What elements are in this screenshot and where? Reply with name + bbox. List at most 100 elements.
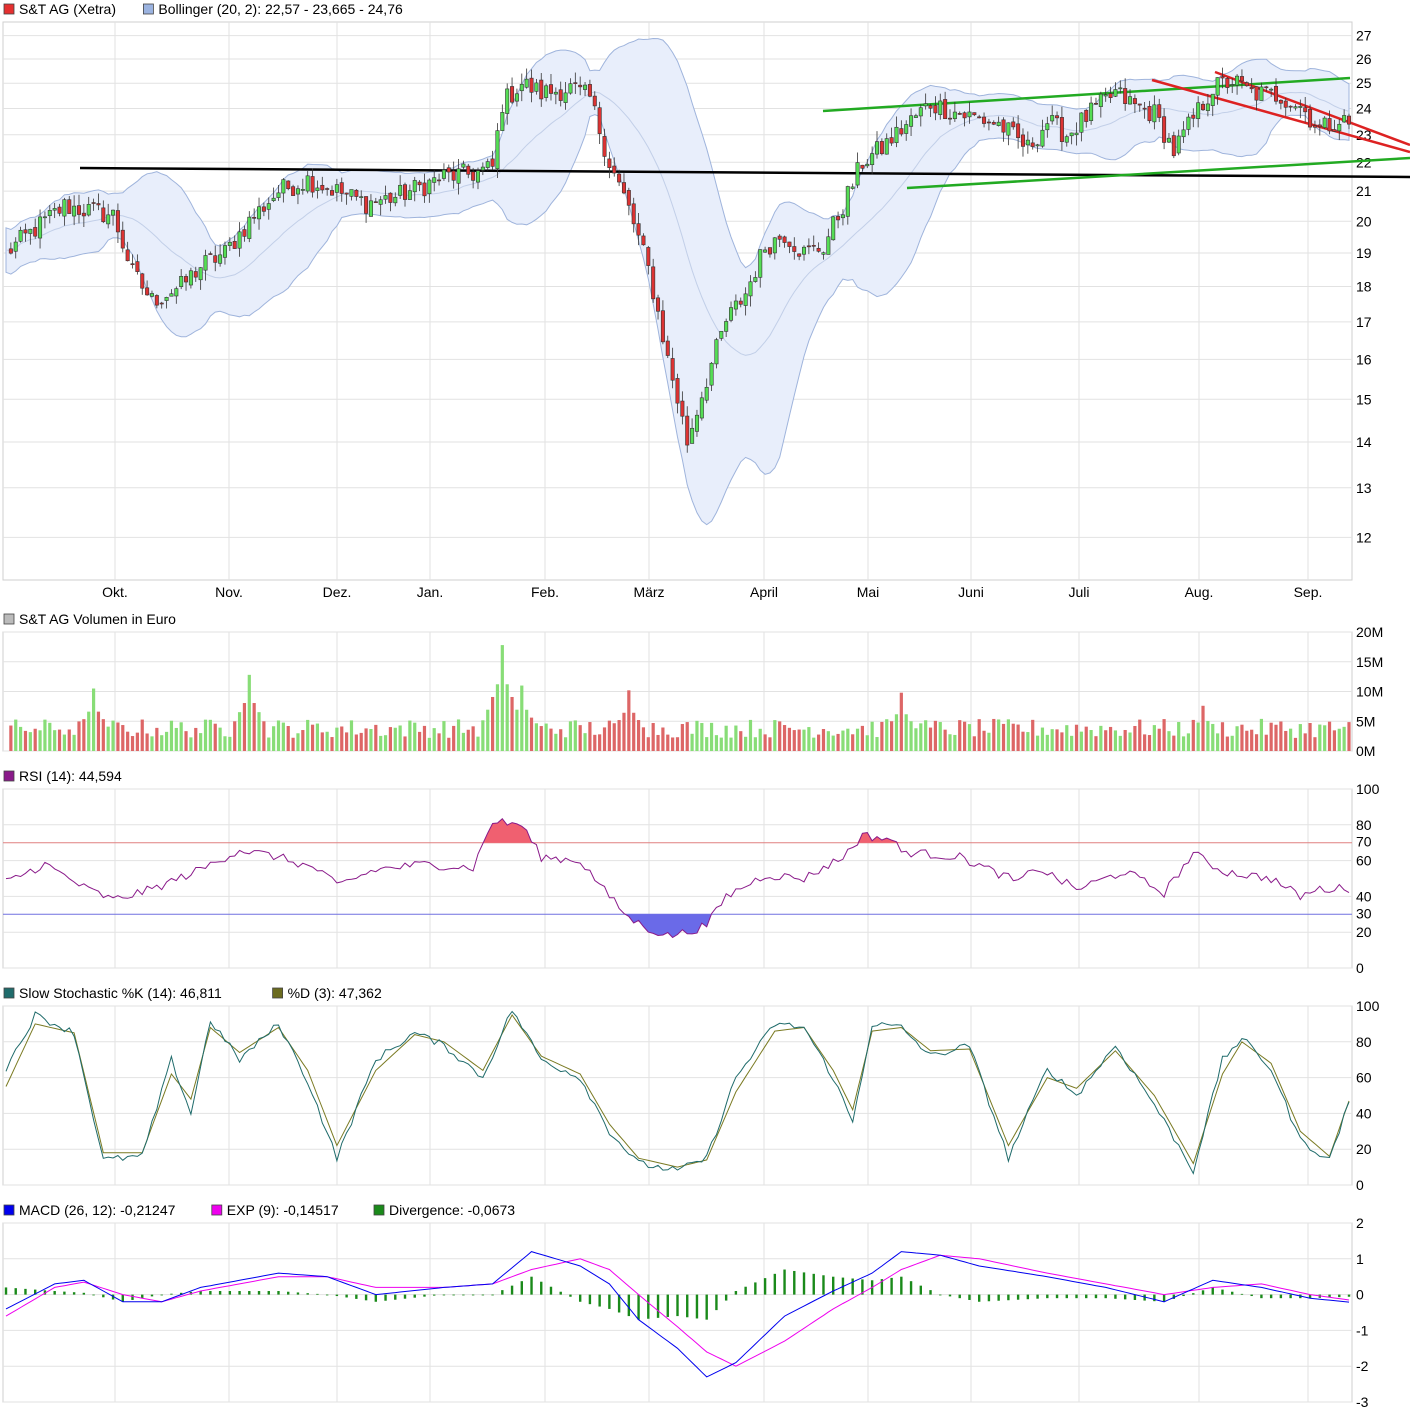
macd-divergence-bar-272 [1328,1294,1331,1298]
candle-body-134 [656,297,661,312]
candle-body-154 [753,277,758,282]
candle-body-78 [383,195,388,200]
candle-body-140 [685,415,690,446]
candle-body-2 [13,241,18,252]
candle-body-273 [1332,129,1337,132]
candle-body-155 [758,249,763,278]
stoch-y-tick-4: 20 [1356,1141,1372,1157]
candle-body-48 [237,231,242,249]
volume-bar-115 [563,737,568,751]
macd-divergence-bar-154 [754,1282,757,1295]
candle-body-99 [485,161,490,168]
volume-bar-237 [1157,728,1161,751]
macd-divergence-bar-210 [1026,1294,1030,1300]
volume-bar-127 [622,712,626,751]
volume-bar-147 [719,737,723,751]
volume-bar-16 [82,719,86,751]
volume-bar-216 [1055,729,1059,751]
candle-body-107 [524,78,529,88]
macd-divergence-bar-180 [880,1279,884,1295]
macd-divergence-bar-188 [919,1285,922,1295]
candle-body-204 [996,121,1001,126]
candle-body-265 [1293,106,1298,109]
volume-bar-198 [967,724,972,751]
stoch-panel-frame [2,1005,1353,1186]
candle-body-41 [203,255,208,271]
volume-bar-232 [1133,725,1137,751]
candle-body-32 [159,302,164,305]
candle-body-118 [578,84,583,88]
volume-bar-259 [1264,734,1268,751]
candle-body-56 [276,192,281,198]
volume-bar-167 [817,734,821,751]
candle-body-70 [344,192,349,195]
volume-bar-139 [680,724,684,751]
volume-bar-9 [48,722,52,751]
macd-divergence-bar-110 [540,1281,543,1295]
candle-body-63 [310,176,315,193]
stoch-y-tick-2: 60 [1356,1070,1372,1086]
rsi-legend-text-0: RSI (14): 44,594 [19,768,122,784]
volume-bar-84 [413,722,417,751]
macd-divergence-bar-258 [1260,1294,1263,1299]
candle-body-160 [782,236,787,243]
candle-body-12 [62,199,67,217]
volume-bar-156 [763,734,767,751]
stoch-legend-swatch-0 [3,987,15,999]
candle-body-240 [1171,135,1176,157]
candle-body-40 [198,267,203,281]
macd-y-tick-1: 1 [1356,1251,1364,1267]
volume-bar-5 [28,732,32,751]
candle-body-37 [184,276,189,283]
candle-body-276 [1347,115,1352,125]
candle-body-13 [67,199,72,214]
candle-body-129 [631,203,636,225]
candle-body-74 [364,196,369,214]
volume-bar-24 [121,725,125,751]
rsi-y-tick-4: 20 [1356,924,1372,940]
volume-bar-249 [1216,733,1220,751]
candle-body-174 [850,186,855,189]
volume-bar-107 [525,709,529,751]
volume-bar-86 [422,725,427,751]
volume-bar-188 [919,723,923,751]
volume-bar-159 [778,721,782,751]
candle-body-27 [135,261,140,272]
price-x-tick-11: Sep. [1294,584,1323,600]
macd-divergence-bar-76 [374,1294,378,1302]
candle-body-57 [281,179,286,194]
candle-body-209 [1020,134,1025,147]
macd-divergence-bar-66 [325,1294,329,1296]
candle-body-76 [373,201,378,203]
down-trend-lower [1151,78,1410,154]
candle-body-227 [1108,93,1113,98]
volume-bar-70 [345,732,349,751]
candle-body-60 [295,188,300,195]
candle-body-136 [665,340,670,356]
candle-body-221 [1079,112,1084,133]
candle-body-7 [38,216,43,239]
candle-body-137 [670,358,675,381]
candle-body-267 [1303,107,1308,113]
macd-divergence-bar-100 [491,1294,494,1296]
candle-body-169 [826,236,831,255]
volume-bar-140 [685,722,689,751]
candle-body-235 [1147,106,1152,122]
candle-body-103 [505,88,510,114]
candle-body-122 [597,107,602,134]
volume-bar-173 [846,728,850,751]
candle-body-30 [149,293,154,297]
volume-bar-196 [958,720,962,751]
candle-body-238 [1162,116,1167,143]
volume-bar-228 [1113,730,1118,751]
volume-bar-223 [1089,730,1093,751]
volume-bar-68 [335,727,339,751]
volume-bar-191 [933,720,937,751]
volume-bar-75 [369,729,373,751]
macd-divergence-bar-246 [1201,1290,1205,1295]
volume-bar-181 [885,719,889,751]
candle-body-98 [480,166,485,171]
volume-bar-95 [466,729,470,751]
macd-divergence-bar-136 [666,1294,669,1317]
volume-bar-192 [938,722,942,751]
